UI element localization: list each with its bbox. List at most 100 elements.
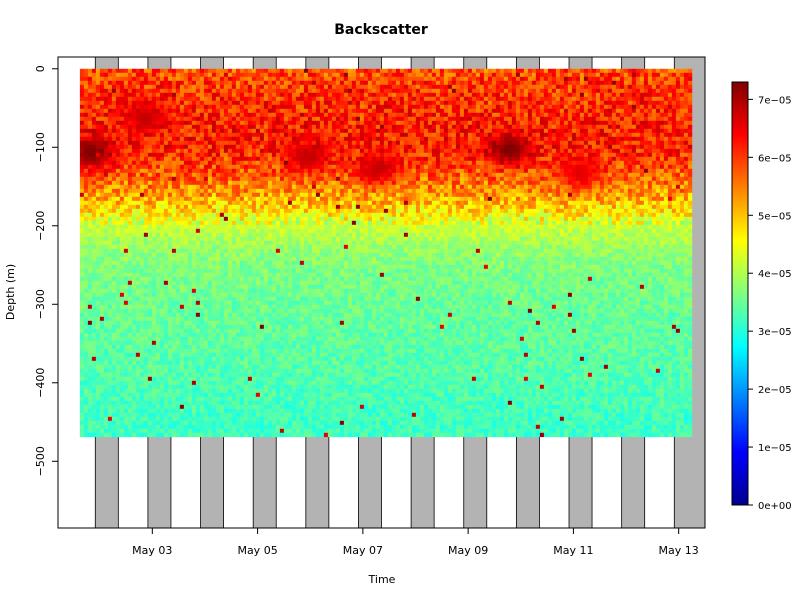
data-cell [159,416,165,422]
data-cell [219,184,225,190]
data-cell [231,308,237,314]
data-cell [271,404,277,410]
data-cell [79,428,85,434]
data-cell [115,256,121,262]
data-cell [155,368,161,374]
data-cell [239,212,245,218]
data-cell [147,364,153,370]
data-cell [99,400,105,406]
data-cell [147,160,153,166]
data-cell [191,348,197,354]
data-cell [131,88,137,94]
data-cell [183,108,189,114]
data-cell [239,288,245,294]
data-cell [123,404,129,410]
data-cell [279,172,285,178]
data-cell [291,428,297,434]
data-cell [291,236,297,242]
data-cell [235,120,241,126]
data-cell [179,304,185,310]
data-cell [87,348,93,354]
data-cell [259,240,265,246]
data-cell [223,348,229,354]
data-cell [175,340,181,346]
data-cell [279,428,285,434]
data-cell [187,172,193,178]
data-cell [211,272,217,278]
data-cell [291,432,297,438]
data-cell [263,356,269,362]
data-cell [263,72,269,78]
data-cell [283,68,289,74]
data-cell [123,204,129,210]
data-cell [235,356,241,362]
data-cell [235,116,241,122]
data-cell [195,304,201,310]
data-cell [111,224,117,230]
data-cell [83,148,89,154]
data-cell [267,248,273,254]
data-cell [87,388,93,394]
data-cell [271,284,277,290]
data-cell [87,248,93,254]
data-cell [171,116,177,122]
data-cell [271,88,277,94]
data-cell [79,308,85,314]
data-cell [227,216,233,222]
data-cell [167,208,173,214]
data-cell [99,364,105,370]
data-cell [103,412,109,418]
data-cell [219,348,225,354]
data-cell [127,112,133,118]
data-cell [251,196,257,202]
data-cell [183,128,189,134]
data-cell [247,104,253,110]
data-cell [147,424,153,430]
data-cell [163,224,169,230]
data-cell [139,228,145,234]
data-cell [159,272,165,278]
data-cell [219,72,225,78]
data-cell [199,328,205,334]
data-cell [283,348,289,354]
data-cell [115,340,121,346]
data-cell [243,268,249,274]
data-field [79,68,693,438]
data-cell [127,392,133,398]
data-cell [87,268,93,274]
data-cell [151,412,157,418]
data-cell [223,340,229,346]
data-cell [271,192,277,198]
data-cell [203,364,209,370]
data-cell [119,248,125,254]
data-cell [83,356,89,362]
data-cell [171,156,177,162]
data-cell [211,128,217,134]
data-cell [187,300,193,306]
data-cell [183,116,189,122]
data-cell [123,240,129,246]
data-cell [171,228,177,234]
data-cell [235,172,241,178]
data-cell [195,312,201,318]
data-cell [195,256,201,262]
data-cell [215,200,221,206]
data-cell [259,380,265,386]
data-cell [95,76,101,82]
data-cell [271,112,277,118]
data-cell [147,300,153,306]
data-cell [107,112,113,118]
data-cell [79,284,85,290]
data-cell [267,336,273,342]
data-cell [239,136,245,142]
data-cell [87,392,93,398]
data-cell [243,344,249,350]
data-cell [91,72,97,78]
data-cell [271,288,277,294]
data-cell [251,68,257,74]
data-cell [215,92,221,98]
data-cell [151,368,157,374]
data-cell [211,156,217,162]
data-cell [147,404,153,410]
data-cell [235,344,241,350]
